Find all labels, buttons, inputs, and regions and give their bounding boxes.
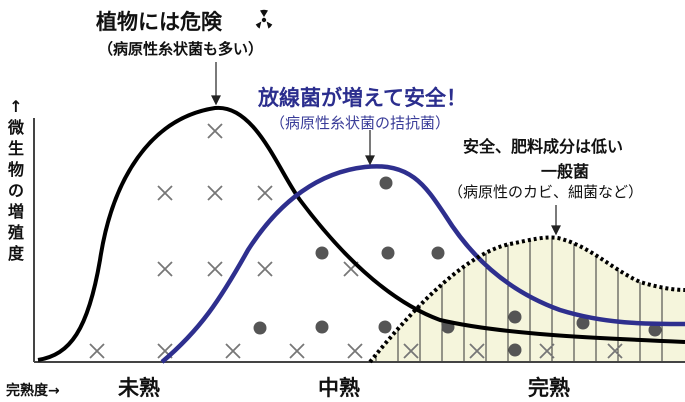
actinomycetes-curve [160, 164, 685, 364]
y-axis-label: ↑微生物の増殖度 [7, 97, 24, 263]
general-bacteria-title-line2: 一般菌 [541, 162, 590, 181]
stage-complete-label: 完熟 [528, 376, 570, 400]
x-markers [89, 123, 623, 359]
stage-early-label: 未熟 [118, 376, 160, 400]
general-bacteria-curve [368, 235, 685, 364]
plant-danger-subtitle: （病原性糸状菌も多い） [98, 40, 264, 58]
plant-danger-title: 植物には危険 [96, 10, 222, 34]
general-bacteria-area [370, 237, 685, 362]
actinomycetes-subtitle: （病原性糸状菌の拮抗菌） [270, 114, 451, 132]
plant-danger-curve [37, 105, 685, 362]
axes [33, 118, 685, 363]
dot-markers [253, 176, 662, 357]
stage-middle-label: 中熟 [318, 376, 360, 400]
general-bacteria-title-line1: 安全、肥料成分は低い [463, 137, 624, 156]
general-bacteria-subtitle: （病原性のカビ、細菌など） [448, 183, 644, 201]
actinomycetes-title: 放線菌が増えて安全！ [258, 86, 467, 110]
pointer-arrows [211, 62, 561, 236]
x-axis-label: 完熟度→ [6, 383, 60, 399]
radiation-icon [255, 9, 273, 29]
